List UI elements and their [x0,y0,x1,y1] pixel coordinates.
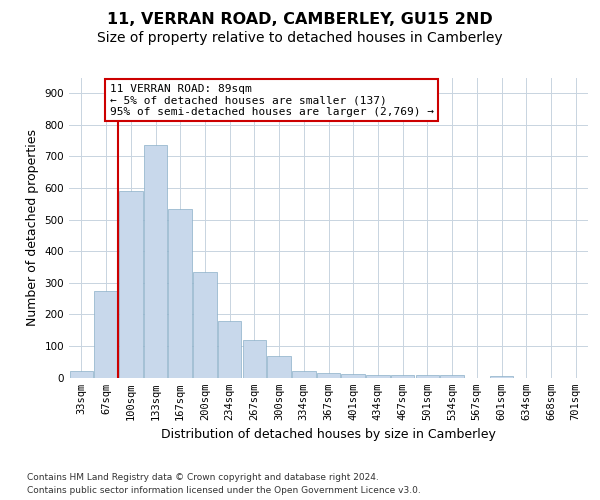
Y-axis label: Number of detached properties: Number of detached properties [26,129,39,326]
Text: 11, VERRAN ROAD, CAMBERLEY, GU15 2ND: 11, VERRAN ROAD, CAMBERLEY, GU15 2ND [107,12,493,28]
Bar [94,290,118,378]
Bar [317,373,340,378]
Bar [440,375,464,378]
Bar [490,376,513,378]
Bar [169,208,192,378]
Bar [341,374,365,378]
Text: Contains HM Land Registry data © Crown copyright and database right 2024.
Contai: Contains HM Land Registry data © Crown c… [27,473,421,495]
Bar [119,191,143,378]
Text: Size of property relative to detached houses in Camberley: Size of property relative to detached ho… [97,31,503,45]
X-axis label: Distribution of detached houses by size in Camberley: Distribution of detached houses by size … [161,428,496,441]
Bar [218,322,241,378]
Bar [193,272,217,378]
Bar [416,375,439,378]
Bar [268,356,291,378]
Bar [292,370,316,378]
Bar [242,340,266,378]
Bar [70,371,93,378]
Bar [391,375,415,378]
Bar [144,146,167,378]
Text: 11 VERRAN ROAD: 89sqm
← 5% of detached houses are smaller (137)
95% of semi-deta: 11 VERRAN ROAD: 89sqm ← 5% of detached h… [110,84,434,117]
Bar [366,375,389,378]
